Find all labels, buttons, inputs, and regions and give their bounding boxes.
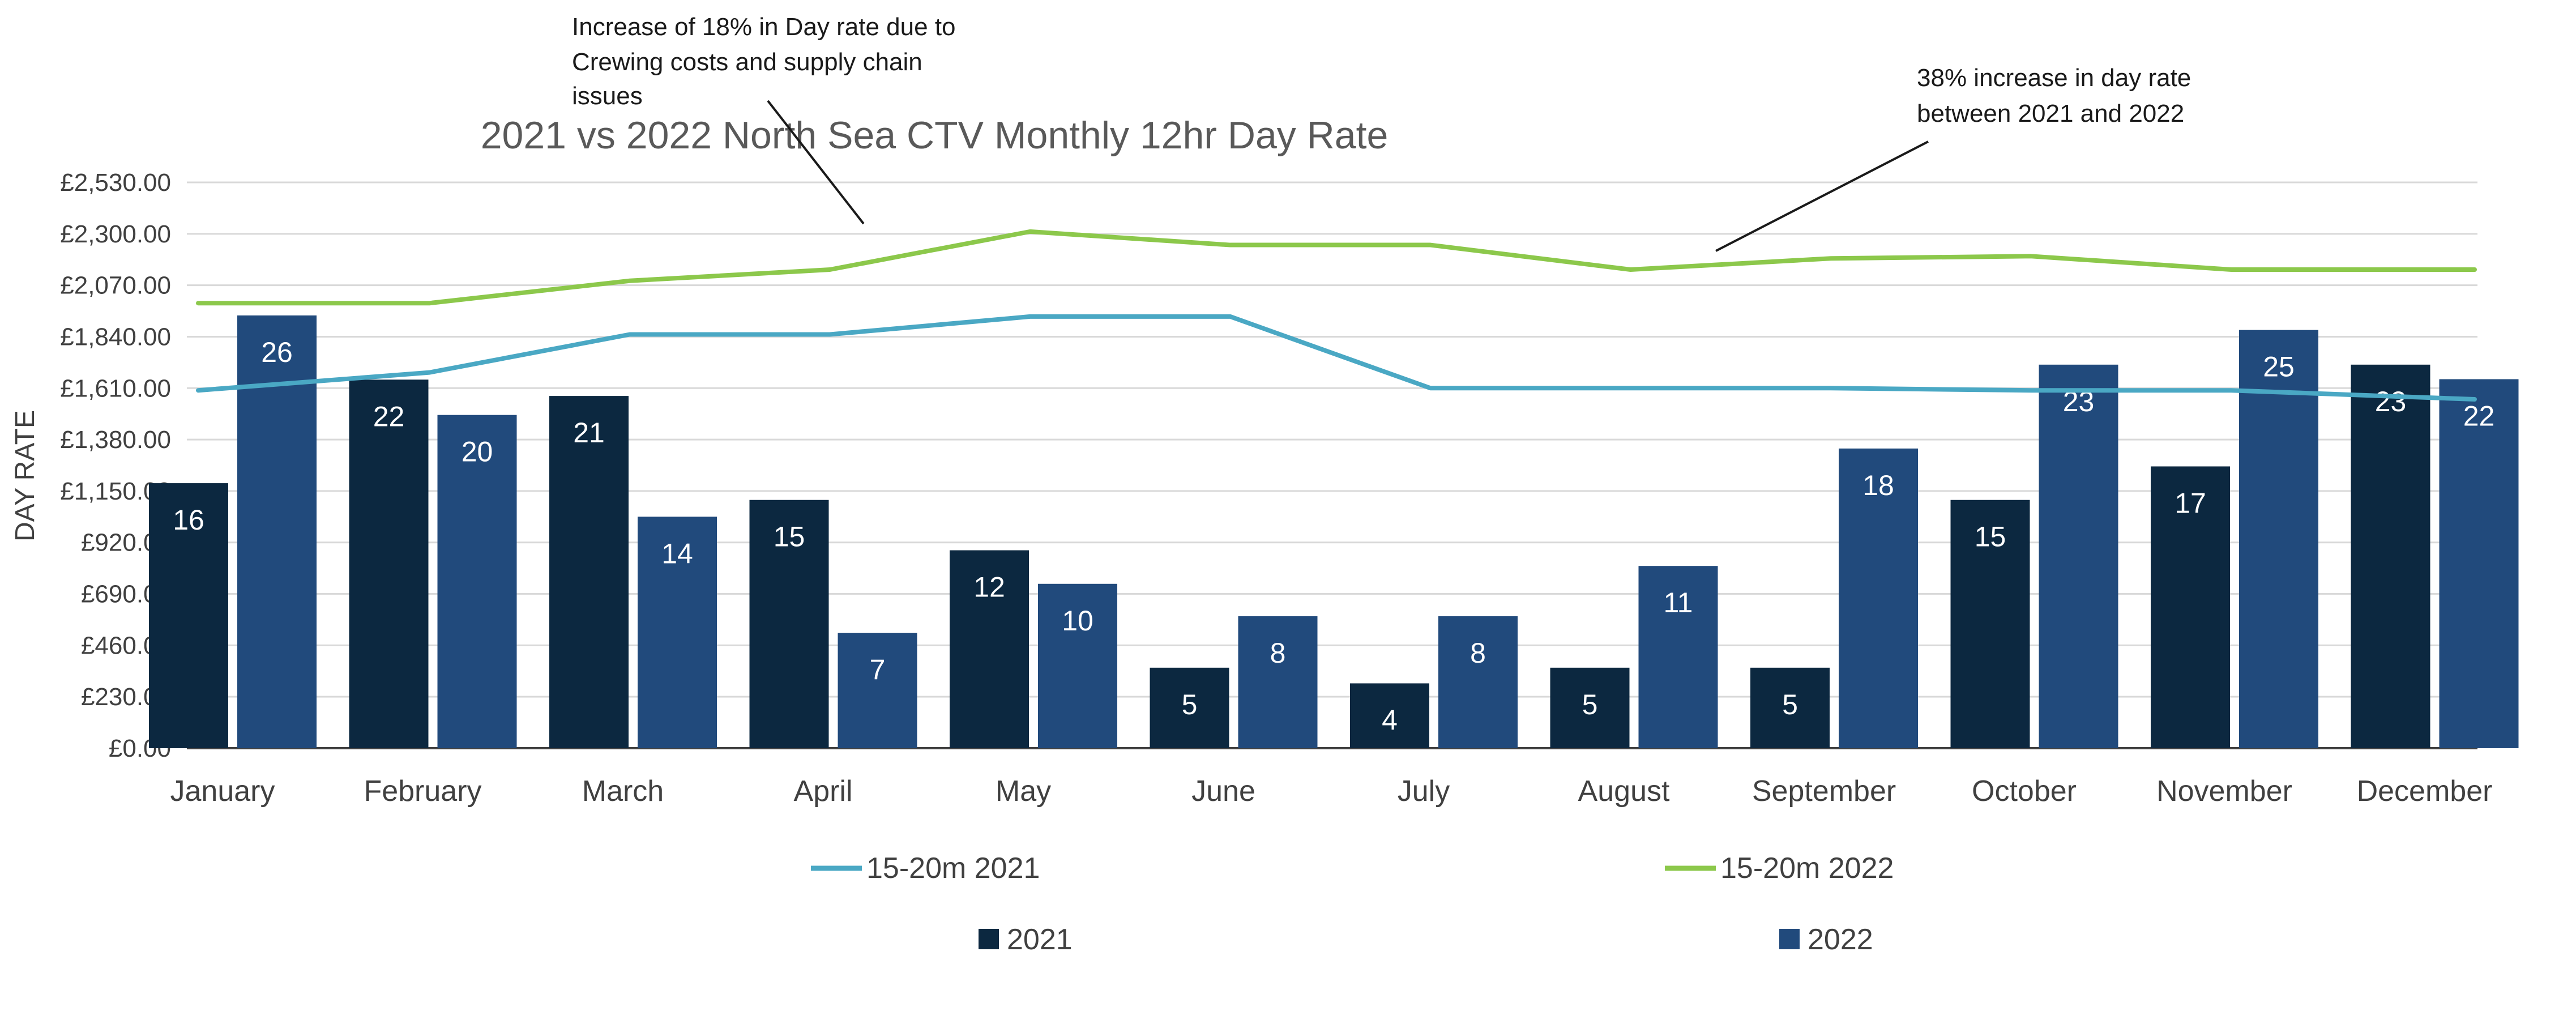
bar-2021-march (549, 396, 629, 748)
bar-data-label: 7 (870, 654, 886, 686)
bar-2021-december (2351, 364, 2430, 748)
y-tick-label: £1,840.00 (60, 323, 171, 351)
x-tick-label: June (1191, 775, 1255, 808)
bar-2021-february (349, 379, 429, 748)
bar-2022-march (638, 517, 717, 748)
y-axis-label: DAY RATE (10, 410, 40, 541)
x-tick-label: October (1972, 775, 2077, 808)
bar-data-label: 5 (1582, 689, 1598, 720)
bar-data-label: 8 (1470, 637, 1486, 669)
bar-2021-may (950, 550, 1029, 748)
legend-label-line-2021: 15-20m 2021 (866, 852, 1040, 885)
series-line-15-20m-2021 (196, 314, 2477, 402)
bar-2021-august (1550, 667, 1630, 748)
annotation-crewing-pointer (767, 100, 865, 225)
bar-2022-february (437, 415, 517, 748)
chart-title: 2021 vs 2022 North Sea CTV Monthly 12hr … (481, 114, 1389, 157)
bar-data-label: 10 (1062, 605, 1093, 637)
bar-2021-april (749, 500, 829, 748)
bar-2022-april (838, 633, 917, 748)
legend: 15-20m 2021 15-20m 2022 2021 2022 (811, 852, 1894, 956)
legend-item-bar-2021: 2021 (979, 923, 1073, 956)
bar-2022-october (2039, 364, 2118, 748)
x-tick-label: January (170, 775, 275, 808)
legend-item-line-2022: 15-20m 2022 (1665, 852, 1894, 885)
bar-2021-september (1750, 667, 1830, 748)
x-tick-label: February (364, 775, 481, 808)
bar-2022-september (1839, 448, 1918, 748)
bar-data-label: 8 (1270, 637, 1286, 669)
series-line-15-20m-2022 (196, 229, 2477, 306)
bar-data-label: 16 (173, 504, 204, 536)
legend-item-bar-2022: 2022 (1779, 923, 1873, 956)
x-tick-label: November (2156, 775, 2292, 808)
gridlines (187, 181, 2477, 749)
annotation-crewing-line-1: Increase of 18% in Day rate due to (572, 13, 956, 41)
annotation-crewing-line-3: issues (572, 82, 643, 110)
bar-2021-june (1150, 667, 1229, 748)
bar-data-label: 21 (573, 417, 605, 449)
y-axis-ticks: £0.00£230.00£460.00£690.00£920.00£1,150.… (60, 169, 171, 762)
bar-2021-january (149, 483, 228, 748)
bar-data-label: 5 (1182, 689, 1198, 720)
annotation-crewing: Increase of 18% in Day rate due to Crewi… (572, 13, 956, 225)
bar-data-label: 25 (2263, 351, 2295, 383)
x-tick-label: September (1752, 775, 1896, 808)
bar-data-label: 15 (774, 521, 805, 553)
x-tick-label: July (1398, 775, 1450, 808)
bar-2022-december (2439, 379, 2519, 748)
y-tick-label: £1,380.00 (60, 426, 171, 454)
bar-data-label: 20 (462, 436, 493, 468)
bar-2021-july (1350, 683, 1429, 748)
legend-item-line-2021: 15-20m 2021 (811, 852, 1040, 885)
bar-2021-november (2151, 466, 2230, 748)
x-tick-label: April (793, 775, 852, 808)
bar-data-label: 5 (1782, 689, 1798, 720)
bar-data-label: 26 (261, 336, 293, 368)
bar-2022-june (1238, 616, 1318, 748)
bar-data-label: 18 (1862, 470, 1894, 501)
y-tick-label: £1,610.00 (60, 374, 171, 402)
y-tick-label: £2,530.00 (60, 169, 171, 197)
bar-data-label: 15 (1975, 521, 2006, 553)
legend-label-bar-2022: 2022 (1808, 923, 1873, 956)
annotation-38-percent: 38% increase in day rate between 2021 an… (1715, 64, 2191, 252)
bar-data-label: 22 (2463, 400, 2495, 432)
bar-2022-july (1438, 616, 1518, 748)
x-tick-label: December (2357, 775, 2493, 808)
bar-2022-november (2239, 330, 2318, 748)
bar-data-label: 12 (973, 571, 1005, 603)
y-tick-label: £2,070.00 (60, 272, 171, 300)
x-tick-label: March (582, 775, 664, 808)
annotation-crewing-line-2: Crewing costs and supply chain (572, 48, 922, 76)
annotation-38-percent-line-1: 38% increase in day rate (1917, 64, 2191, 92)
y-tick-label: £2,300.00 (60, 220, 171, 248)
bar-2022-may (1038, 583, 1117, 748)
bar-data-label: 17 (2175, 487, 2206, 519)
bar-data-label: 11 (1664, 587, 1693, 618)
bar-data-label: 14 (661, 538, 693, 569)
legend-label-bar-2021: 2021 (1007, 923, 1073, 956)
legend-swatch-bar-2021 (979, 929, 999, 949)
bar-data-label: 22 (373, 400, 405, 432)
legend-swatch-bar-2022 (1779, 929, 1800, 949)
legend-label-line-2022: 15-20m 2022 (1720, 852, 1894, 885)
bar-2021-october (1950, 500, 2030, 748)
x-tick-label: May (996, 775, 1051, 808)
x-tick-label: August (1578, 775, 1670, 808)
x-axis-ticks: January February March April May June July Augu… (170, 775, 2493, 808)
annotation-38-percent-line-2: between 2021 and 2022 (1917, 100, 2184, 127)
bar-data-label: 23 (2375, 386, 2407, 417)
bar-2022-august (1638, 566, 1718, 748)
series-lines (196, 229, 2477, 402)
bar-data-label: 4 (1382, 704, 1398, 736)
annotation-38-percent-pointer (1715, 140, 1929, 252)
